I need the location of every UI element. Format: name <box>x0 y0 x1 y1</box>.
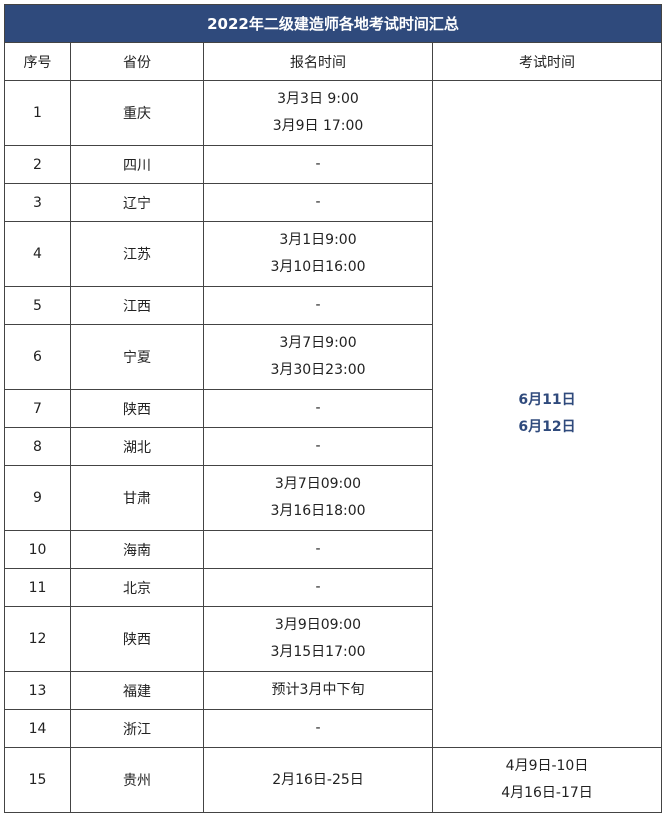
row-number: 2 <box>4 145 71 184</box>
registration-time-line: 预计3月中下旬 <box>271 682 365 698</box>
row-number: 6 <box>4 324 71 390</box>
registration-time-cell: - <box>203 530 433 569</box>
province-cell: 浙江 <box>70 709 204 748</box>
row-number: 4 <box>4 221 71 287</box>
registration-time-cell: - <box>203 427 433 466</box>
registration-time-cell: - <box>203 183 433 222</box>
header-no: 序号 <box>4 42 71 81</box>
registration-time-line: 3月7日09:00 <box>274 476 362 492</box>
registration-time-line: - <box>315 579 321 595</box>
province-cell: 甘肃 <box>70 465 204 531</box>
registration-time-line: 3月9日 17:00 <box>272 118 364 134</box>
row-number: 14 <box>4 709 71 748</box>
province-cell: 四川 <box>70 145 204 184</box>
province-cell: 辽宁 <box>70 183 204 222</box>
registration-time-line: - <box>315 720 321 736</box>
province-cell: 陕西 <box>70 606 204 672</box>
registration-time-line: 3月15日17:00 <box>270 644 366 660</box>
table-row: 4 江苏 3月1日9:00 3月10日16:00 <box>4 221 662 287</box>
row-number: 11 <box>4 568 71 607</box>
header-registration: 报名时间 <box>203 42 433 81</box>
province-cell: 江西 <box>70 286 204 325</box>
row-number: 10 <box>4 530 71 569</box>
row-number: 12 <box>4 606 71 672</box>
row-number: 7 <box>4 389 71 428</box>
table-row: 14 浙江 - <box>4 709 662 748</box>
table-row: 9 甘肃 3月7日09:00 3月16日18:00 <box>4 465 662 531</box>
registration-time-cell: - <box>203 568 433 607</box>
exam-time-line: 6月11日 <box>518 392 576 408</box>
registration-time-line: 2月16日-25日 <box>272 771 364 788</box>
table-row: 11 北京 - <box>4 568 662 607</box>
row-number: 3 <box>4 183 71 222</box>
row-number: 9 <box>4 465 71 531</box>
row-number: 5 <box>4 286 71 325</box>
table-row: 6 宁夏 3月7日9:00 3月30日23:00 <box>4 324 662 390</box>
province-cell: 宁夏 <box>70 324 204 390</box>
registration-time-cell: 3月9日09:00 3月15日17:00 <box>203 606 433 672</box>
province-cell: 陕西 <box>70 389 204 428</box>
province-cell: 福建 <box>70 671 204 710</box>
row-number: 13 <box>4 671 71 710</box>
province-cell: 北京 <box>70 568 204 607</box>
registration-time-line: 3月16日18:00 <box>270 503 366 519</box>
registration-time-line: - <box>315 400 321 416</box>
province-cell: 湖北 <box>70 427 204 466</box>
registration-time-line: - <box>315 438 321 454</box>
table-row: 1 重庆 3月3日 9:00 3月9日 17:00 6月11日 6月12日 <box>4 80 662 748</box>
shared-exam-time-cell: 6月11日 6月12日 <box>432 80 662 748</box>
registration-time-line: - <box>315 541 321 557</box>
table-row: 15 贵州 2月16日-25日 4月9日-10日 4月16日-17日 <box>4 747 662 813</box>
row-number: 1 <box>4 80 71 146</box>
registration-time-cell: - <box>203 709 433 748</box>
header-province: 省份 <box>70 42 204 81</box>
province-cell: 海南 <box>70 530 204 569</box>
header-row: 序号 省份 报名时间 考试时间 <box>4 42 662 81</box>
row-number: 15 <box>4 747 71 813</box>
registration-time-line: 3月30日23:00 <box>270 362 366 378</box>
registration-time-cell: 3月3日 9:00 3月9日 17:00 <box>203 80 433 146</box>
registration-time-line: 3月10日16:00 <box>270 259 366 275</box>
exam-time-cell: 4月9日-10日 4月16日-17日 <box>432 747 662 813</box>
registration-time-cell: - <box>203 389 433 428</box>
registration-time-line: 3月7日9:00 <box>279 335 357 351</box>
table-title: 2022年二级建造师各地考试时间汇总 <box>4 4 662 43</box>
registration-time-cell: 预计3月中下旬 <box>203 671 433 710</box>
registration-time-line: 3月9日09:00 <box>274 617 362 633</box>
province-cell: 重庆 <box>70 80 204 146</box>
registration-time-cell: 2月16日-25日 <box>203 747 433 813</box>
province-cell: 贵州 <box>70 747 204 813</box>
registration-time-line: 3月1日9:00 <box>279 232 357 248</box>
registration-time-cell: 3月1日9:00 3月10日16:00 <box>203 221 433 287</box>
exam-time-line: 4月9日-10日 <box>505 758 589 774</box>
table-row: 5 江西 - <box>4 286 662 325</box>
row-number: 8 <box>4 427 71 466</box>
header-exam: 考试时间 <box>432 42 662 81</box>
registration-time-cell: 3月7日9:00 3月30日23:00 <box>203 324 433 390</box>
registration-time-cell: 3月7日09:00 3月16日18:00 <box>203 465 433 531</box>
registration-time-line: 3月3日 9:00 <box>277 91 359 107</box>
exam-schedule-table: 2022年二级建造师各地考试时间汇总 序号 省份 报名时间 考试时间 1 重庆 3月… <box>4 4 662 813</box>
registration-time-cell: - <box>203 286 433 325</box>
province-cell: 江苏 <box>70 221 204 287</box>
table-row: 2 四川 - <box>4 145 662 184</box>
registration-time-line: - <box>315 194 321 210</box>
registration-time-line: - <box>315 297 321 313</box>
registration-time-line: - <box>315 156 321 172</box>
table-row: 3 辽宁 - <box>4 183 662 222</box>
exam-time-line: 6月12日 <box>518 419 576 435</box>
registration-time-cell: - <box>203 145 433 184</box>
exam-time-line: 4月16日-17日 <box>501 785 593 801</box>
